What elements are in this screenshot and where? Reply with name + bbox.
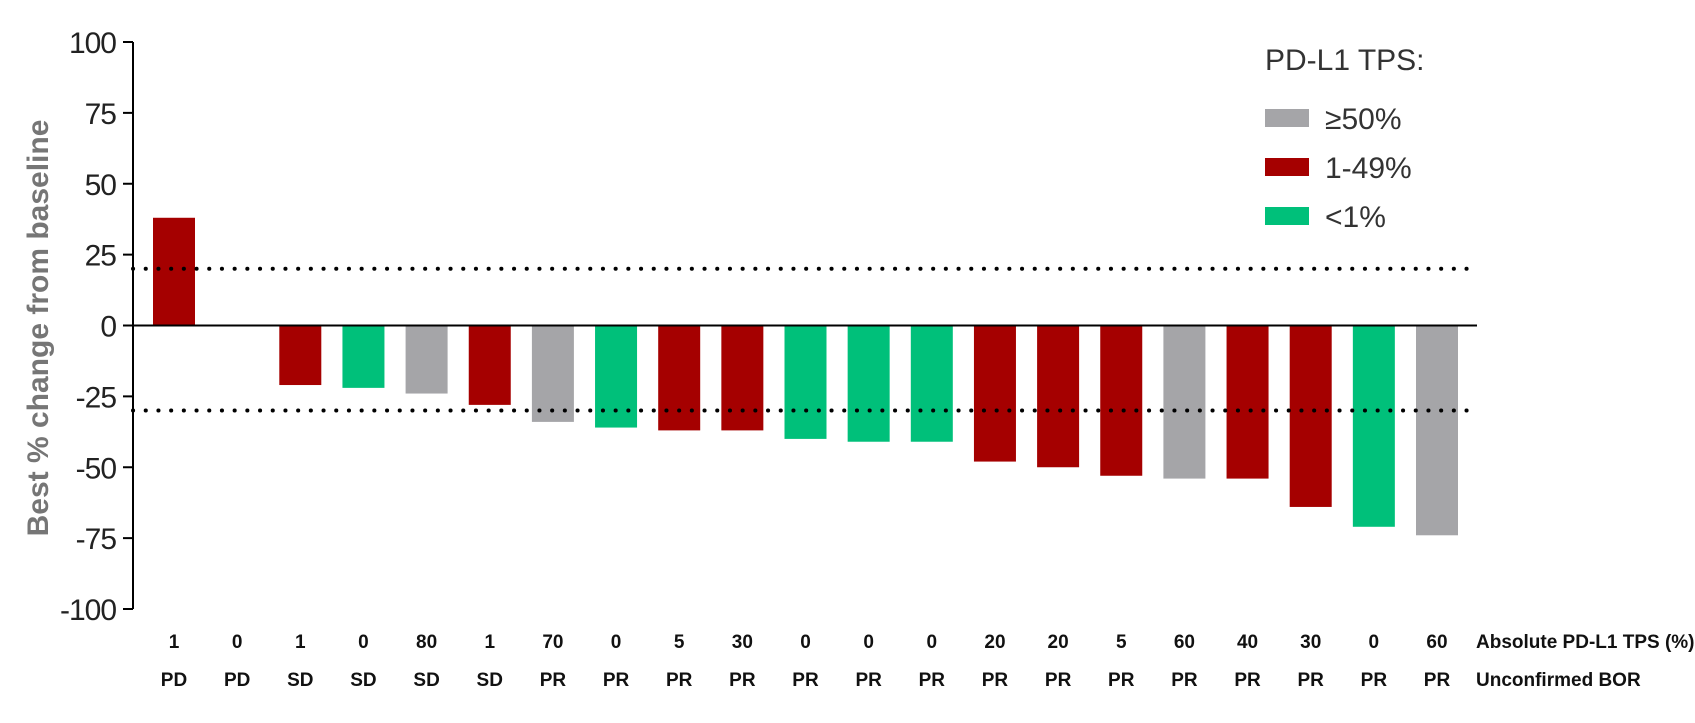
y-tick-label--25: -25 (76, 381, 117, 414)
legend: PD-L1 TPS: ≥50% 1-49% <1% (1265, 44, 1425, 234)
row-label-bor: Unconfirmed BOR (1476, 670, 1641, 691)
legend-label-3: <1% (1325, 201, 1386, 234)
bor-value-3: SD (287, 670, 313, 691)
tps-value-16: 5 (1116, 632, 1127, 653)
bor-value-6: SD (477, 670, 503, 691)
bar-3 (279, 325, 322, 386)
y-tick-label-25: 25 (85, 240, 117, 273)
bor-value-8: PR (603, 670, 630, 691)
legend-swatch-2 (1265, 158, 1309, 176)
row-label-tps: Absolute PD-L1 TPS (%) (1476, 632, 1695, 653)
tps-value-7: 70 (542, 632, 563, 653)
bar-21 (1416, 325, 1458, 536)
bor-value-20: PR (1361, 670, 1388, 691)
tps-value-11: 0 (800, 632, 811, 653)
legend-swatch-1 (1265, 109, 1309, 127)
legend-swatch-3 (1265, 207, 1309, 225)
bar-11 (784, 325, 827, 439)
y-tick-label-100: 100 (69, 27, 116, 60)
bar-4 (342, 325, 385, 388)
bor-value-4: SD (350, 670, 376, 691)
tps-value-1: 1 (169, 632, 180, 653)
tps-value-17: 60 (1174, 632, 1195, 653)
y-tick-label-75: 75 (85, 98, 117, 131)
tps-value-19: 30 (1300, 632, 1321, 653)
tps-value-2: 0 (232, 632, 243, 653)
bor-value-16: PR (1108, 670, 1135, 691)
tps-value-8: 0 (611, 632, 622, 653)
bor-value-14: PR (982, 670, 1009, 691)
legend-label-1: ≥50% (1325, 103, 1402, 136)
bor-value-1: PD (161, 670, 187, 691)
y-axis-label: Best % change from baseline (22, 120, 55, 537)
tps-value-10: 30 (732, 632, 753, 653)
y-tick-label-50: 50 (85, 169, 117, 202)
bor-value-17: PR (1171, 670, 1198, 691)
bar-14 (973, 325, 1016, 462)
bor-value-19: PR (1297, 670, 1324, 691)
bar-5 (405, 325, 448, 394)
bar-9 (658, 325, 701, 431)
bor-value-21: PR (1424, 670, 1451, 691)
bar-16 (1100, 325, 1143, 476)
bor-value-5: SD (413, 670, 439, 691)
tps-value-15: 20 (1048, 632, 1069, 653)
bar-18 (1226, 325, 1269, 479)
bar-17 (1163, 325, 1206, 479)
bar-12 (847, 325, 890, 442)
bar-6 (468, 325, 511, 405)
bor-value-2: PD (224, 670, 250, 691)
y-tick-label-0: 0 (100, 311, 116, 344)
tps-value-21: 60 (1426, 632, 1447, 653)
plot-area: 1007550250-25-50-75-1001PD0PD1SD0SD80SD1… (60, 27, 1695, 691)
y-tick-label--50: -50 (76, 452, 117, 485)
legend-label-2: 1-49% (1325, 152, 1412, 185)
bar-1 (153, 217, 195, 326)
y-tick-label--100: -100 (60, 594, 116, 627)
bor-value-11: PR (792, 670, 819, 691)
bar-13 (910, 325, 953, 442)
tps-value-3: 1 (295, 632, 306, 653)
tps-value-9: 5 (674, 632, 685, 653)
y-tick-label--75: -75 (76, 523, 117, 556)
tps-value-6: 1 (484, 632, 495, 653)
bor-value-10: PR (729, 670, 756, 691)
tps-value-20: 0 (1369, 632, 1380, 653)
tps-value-12: 0 (863, 632, 874, 653)
tps-value-18: 40 (1237, 632, 1258, 653)
tps-value-14: 20 (984, 632, 1005, 653)
bor-value-15: PR (1045, 670, 1072, 691)
bar-10 (721, 325, 764, 431)
bar-7 (531, 325, 574, 422)
bor-value-7: PR (540, 670, 567, 691)
tps-value-5: 80 (416, 632, 437, 653)
bar-15 (1037, 325, 1080, 468)
tps-value-13: 0 (927, 632, 938, 653)
bor-value-9: PR (666, 670, 693, 691)
bor-value-18: PR (1234, 670, 1261, 691)
bar-20 (1352, 325, 1395, 527)
tps-value-4: 0 (358, 632, 369, 653)
legend-title: PD-L1 TPS: (1265, 44, 1425, 77)
bor-value-13: PR (919, 670, 946, 691)
bar-19 (1289, 325, 1332, 507)
bor-value-12: PR (855, 670, 882, 691)
